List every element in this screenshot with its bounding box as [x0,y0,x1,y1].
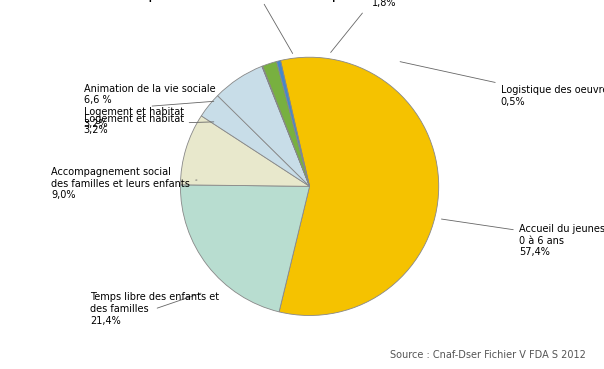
Wedge shape [263,62,309,186]
Text: Accompagnement de la
fonction parentale et autres
actions
1,8%: Accompagnement de la fonction parentale … [316,0,453,52]
Wedge shape [181,116,309,186]
Text: Logistique des oeuvres
0,5%: Logistique des oeuvres 0,5% [400,62,604,107]
Wedge shape [181,185,309,312]
Text: Accompagnement social
des familles et leurs enfants
9,0%: Accompagnement social des familles et le… [51,167,197,200]
Wedge shape [279,57,439,315]
Wedge shape [262,66,309,186]
Text: Prestations supplémentaires
aux familles
0,1%: Prestations supplémentaires aux familles… [182,0,321,54]
Text: Accueil du jeunes enfant de
0 à 6 ans
57,4%: Accueil du jeunes enfant de 0 à 6 ans 57… [442,219,604,257]
Wedge shape [217,66,309,186]
Text: Logement et habitat
3,2%: Logement et habitat 3,2% [83,114,214,135]
Text: Animation de la vie sociale
6,6 %
Logement et habitat
3,2%: Animation de la vie sociale 6,6 % Logeme… [83,84,215,129]
Text: Source : Cnaf-Dser Fichier V FDA S 2012: Source : Cnaf-Dser Fichier V FDA S 2012 [390,350,586,360]
Text: Temps libre des enfants et
des familles
21,4%: Temps libre des enfants et des familles … [90,293,219,325]
Title: Dépenses d'action sociale par fonction en 2012: Dépenses d'action sociale par fonction e… [127,0,492,2]
Wedge shape [201,96,309,186]
Wedge shape [277,61,309,186]
